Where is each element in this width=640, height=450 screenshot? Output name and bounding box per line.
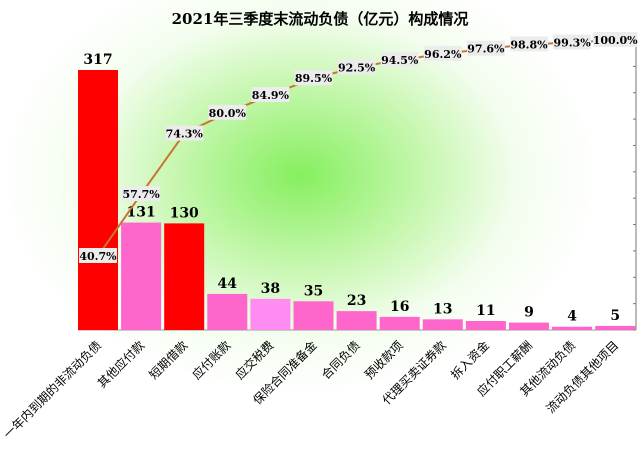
bar-value-label: 11 [476, 303, 495, 319]
bar [164, 223, 205, 330]
bar-value-label: 130 [170, 205, 199, 221]
cumulative-label: 99.3% [553, 37, 591, 50]
category-label: 合同负债 [318, 338, 363, 383]
bar [552, 326, 593, 330]
cumulative-label: 96.2% [424, 48, 462, 61]
cumulative-label-box [337, 59, 376, 75]
cumulative-label: 92.5% [338, 61, 376, 74]
cumulative-label-box [165, 125, 204, 141]
cumulative-label-box [553, 34, 592, 50]
cumulative-label: 74.3% [166, 128, 204, 141]
bar-value-label: 13 [433, 301, 452, 317]
bar [509, 322, 549, 330]
cumulative-label: 100.0% [593, 34, 638, 47]
category-label: 应交税费 [232, 338, 277, 383]
cumulative-label: 89.5% [295, 72, 333, 85]
bar-value-label: 44 [218, 276, 238, 292]
bar [379, 316, 420, 330]
category-label: 流动负债其他项目 [544, 338, 622, 416]
cumulative-label: 80.0% [209, 107, 247, 120]
category-label: 预收款项 [362, 338, 406, 382]
bar [250, 298, 291, 330]
bar-value-label: 131 [126, 205, 155, 221]
bar [207, 293, 248, 330]
category-label: 其他应付款 [94, 338, 147, 391]
category-label: 短期借款 [146, 338, 190, 382]
chart-title: 2021年三季度末流动负债（亿元）构成情况 [171, 10, 469, 28]
category-label: 拆入资金 [447, 338, 492, 383]
bar-value-label: 4 [567, 309, 577, 325]
bar-value-label: 35 [304, 283, 323, 299]
cumulative-label: 40.7% [79, 250, 117, 263]
cumulative-label: 97.6% [467, 43, 505, 56]
bar [293, 301, 334, 330]
cumulative-label: 84.9% [252, 89, 290, 102]
bar-value-label: 16 [390, 299, 409, 315]
category-label: 一年内到期的非流动负债 [0, 338, 104, 442]
bar-value-label: 317 [83, 52, 112, 68]
cumulative-label-box [294, 70, 333, 86]
category-label: 应付账款 [189, 338, 234, 383]
cumulative-label-box [466, 40, 505, 56]
cumulative-label-box [79, 248, 117, 263]
bar [78, 70, 118, 330]
cumulative-label-box [510, 36, 548, 52]
bar [595, 325, 636, 330]
bar [465, 320, 506, 330]
bar [336, 311, 377, 330]
cumulative-label: 57.7% [122, 188, 160, 201]
bar [422, 319, 463, 330]
bar [121, 222, 162, 330]
bar-value-label: 9 [524, 305, 534, 321]
cumulative-label-box [593, 32, 638, 47]
cumulative-label-box [251, 87, 290, 103]
bar-value-label: 23 [347, 293, 366, 309]
bar-value-label: 5 [610, 308, 620, 324]
cumulative-label: 98.8% [510, 38, 548, 51]
cumulative-label: 94.5% [381, 54, 419, 67]
cumulative-label-box [423, 45, 462, 61]
cumulative-label-box [380, 52, 419, 68]
bar-value-label: 38 [261, 281, 280, 297]
cumulative-label-box [208, 104, 247, 120]
cumulative-label-box [122, 186, 161, 202]
